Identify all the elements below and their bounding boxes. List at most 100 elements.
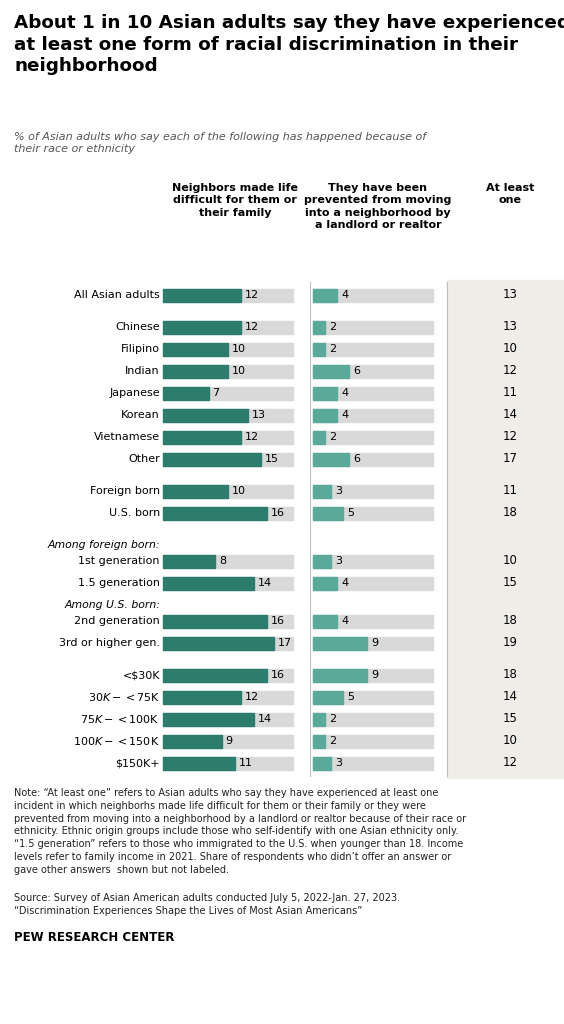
Bar xyxy=(163,757,293,769)
Bar xyxy=(447,280,564,778)
Bar xyxy=(163,365,293,378)
Text: 13: 13 xyxy=(503,321,517,334)
Bar xyxy=(163,669,267,682)
Bar xyxy=(163,669,293,682)
Text: 12: 12 xyxy=(245,432,259,442)
Bar xyxy=(313,669,367,682)
Text: $75K-<$100K: $75K-<$100K xyxy=(81,713,160,725)
Bar xyxy=(163,507,267,519)
Text: $150K+: $150K+ xyxy=(116,758,160,768)
Text: 4: 4 xyxy=(341,290,348,300)
Bar xyxy=(313,453,433,466)
Bar xyxy=(313,555,331,567)
Bar xyxy=(313,409,337,422)
Text: 10: 10 xyxy=(232,366,246,376)
Bar xyxy=(163,342,293,355)
Text: Chinese: Chinese xyxy=(116,322,160,332)
Text: 3: 3 xyxy=(335,758,342,768)
Bar xyxy=(163,713,293,725)
Text: 13: 13 xyxy=(252,410,266,420)
Text: 3: 3 xyxy=(335,486,342,496)
Text: 19: 19 xyxy=(503,637,518,649)
Bar xyxy=(313,365,433,378)
Text: 16: 16 xyxy=(271,670,285,680)
Bar xyxy=(313,734,325,748)
Bar xyxy=(163,734,293,748)
Text: 17: 17 xyxy=(503,453,518,466)
Text: 9: 9 xyxy=(371,638,378,648)
Text: $100K-<$150K: $100K-<$150K xyxy=(73,735,160,746)
Bar xyxy=(163,430,293,443)
Text: 4: 4 xyxy=(341,410,348,420)
Text: 10: 10 xyxy=(503,555,517,567)
Text: 2: 2 xyxy=(329,714,336,724)
Text: 4: 4 xyxy=(341,388,348,398)
Text: 16: 16 xyxy=(271,508,285,518)
Text: Foreign born: Foreign born xyxy=(90,486,160,496)
Text: 9: 9 xyxy=(371,670,378,680)
Bar xyxy=(163,289,293,301)
Text: 1.5 generation: 1.5 generation xyxy=(78,578,160,588)
Text: 18: 18 xyxy=(503,669,517,682)
Text: 2: 2 xyxy=(329,432,336,442)
Text: 18: 18 xyxy=(503,614,517,628)
Bar xyxy=(313,365,349,378)
Bar xyxy=(313,669,433,682)
Bar xyxy=(313,713,433,725)
Text: 15: 15 xyxy=(265,454,279,464)
Text: 14: 14 xyxy=(503,690,518,703)
Bar xyxy=(163,409,293,422)
Bar xyxy=(163,342,228,355)
Bar xyxy=(163,637,293,649)
Bar xyxy=(313,577,337,590)
Bar xyxy=(163,409,248,422)
Text: 15: 15 xyxy=(503,577,517,590)
Text: 6: 6 xyxy=(353,366,360,376)
Text: Among foreign born:: Among foreign born: xyxy=(47,540,160,550)
Bar xyxy=(163,614,267,628)
Text: Source: Survey of Asian American adults conducted July 5, 2022-Jan. 27, 2023.
“D: Source: Survey of Asian American adults … xyxy=(14,893,400,915)
Bar xyxy=(163,555,215,567)
Text: 9: 9 xyxy=(226,736,232,746)
Bar xyxy=(313,484,331,498)
Text: Korean: Korean xyxy=(121,410,160,420)
Bar xyxy=(313,342,325,355)
Bar xyxy=(313,321,433,334)
Bar xyxy=(313,409,433,422)
Bar xyxy=(163,289,241,301)
Bar xyxy=(163,577,254,590)
Text: 12: 12 xyxy=(245,692,259,702)
Text: 17: 17 xyxy=(277,638,292,648)
Bar xyxy=(313,637,433,649)
Bar xyxy=(313,690,343,703)
Bar xyxy=(313,507,343,519)
Bar xyxy=(163,453,261,466)
Text: 5: 5 xyxy=(347,692,354,702)
Bar xyxy=(163,507,293,519)
Bar xyxy=(313,734,433,748)
Text: 12: 12 xyxy=(245,322,259,332)
Text: 8: 8 xyxy=(219,556,226,566)
Text: 10: 10 xyxy=(232,344,246,354)
Bar xyxy=(313,386,433,399)
Bar xyxy=(313,289,433,301)
Bar xyxy=(313,637,367,649)
Bar xyxy=(313,614,337,628)
Text: 5: 5 xyxy=(347,508,354,518)
Bar xyxy=(163,690,241,703)
Bar xyxy=(313,614,433,628)
Text: About 1 in 10 Asian adults say they have experienced
at least one form of racial: About 1 in 10 Asian adults say they have… xyxy=(14,14,564,75)
Text: 15: 15 xyxy=(503,713,517,725)
Text: Neighbors made life
difficult for them or
their family: Neighbors made life difficult for them o… xyxy=(172,183,298,218)
Text: 14: 14 xyxy=(258,578,272,588)
Bar xyxy=(163,321,293,334)
Text: U.S. born: U.S. born xyxy=(109,508,160,518)
Text: 4: 4 xyxy=(341,578,348,588)
Text: 13: 13 xyxy=(503,289,517,301)
Text: 4: 4 xyxy=(341,616,348,626)
Bar xyxy=(163,484,293,498)
Bar xyxy=(313,577,433,590)
Bar xyxy=(313,289,337,301)
Text: 3rd or higher gen.: 3rd or higher gen. xyxy=(59,638,160,648)
Text: 3: 3 xyxy=(335,556,342,566)
